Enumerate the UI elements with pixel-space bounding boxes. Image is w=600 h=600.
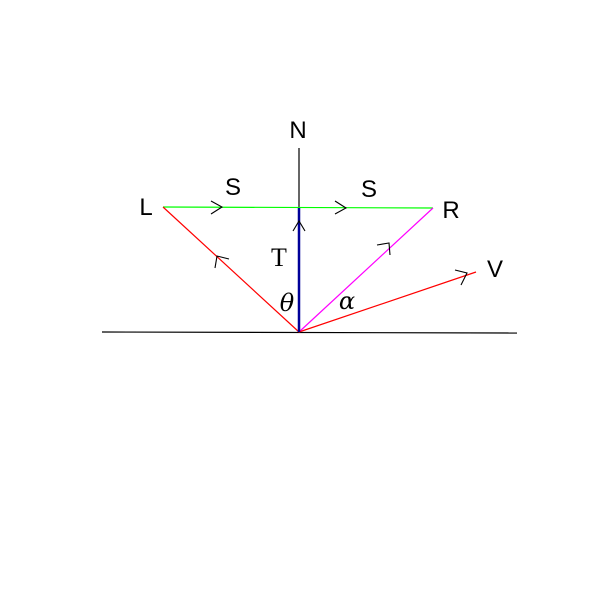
label-theta: θ <box>280 289 295 317</box>
arrow-head-l <box>214 255 230 269</box>
arrow-head-s-right <box>334 200 348 215</box>
surface-line <box>101 331 518 334</box>
label-v: V <box>487 256 503 283</box>
label-n: N <box>289 117 306 144</box>
label-r: R <box>442 197 459 224</box>
r-vector-line <box>298 207 434 333</box>
s-vector-line <box>162 206 434 209</box>
arrow-head-r <box>376 242 391 256</box>
label-alpha: α <box>339 287 355 315</box>
arrow-head-t <box>292 219 306 232</box>
arrow-head-v <box>454 269 468 286</box>
l-vector-line <box>162 206 300 333</box>
label-s-right: S <box>361 176 377 203</box>
label-l: L <box>139 194 152 221</box>
label-s-left: S <box>225 174 241 201</box>
label-t: T <box>271 243 287 272</box>
v-vector-line <box>298 271 477 333</box>
arrow-head-s-left <box>210 200 224 215</box>
